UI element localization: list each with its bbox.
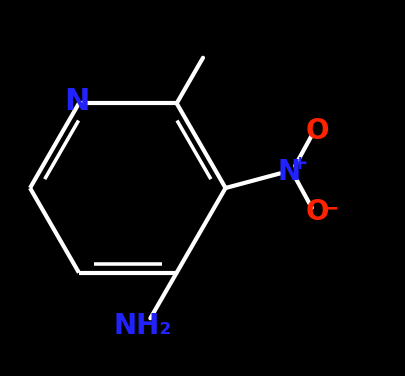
Text: O: O: [305, 117, 328, 146]
Text: N: N: [277, 158, 300, 185]
Text: O: O: [305, 197, 328, 226]
Text: NH₂: NH₂: [113, 312, 172, 340]
Text: +: +: [291, 154, 307, 173]
Text: −: −: [320, 199, 338, 218]
Text: N: N: [64, 87, 90, 116]
